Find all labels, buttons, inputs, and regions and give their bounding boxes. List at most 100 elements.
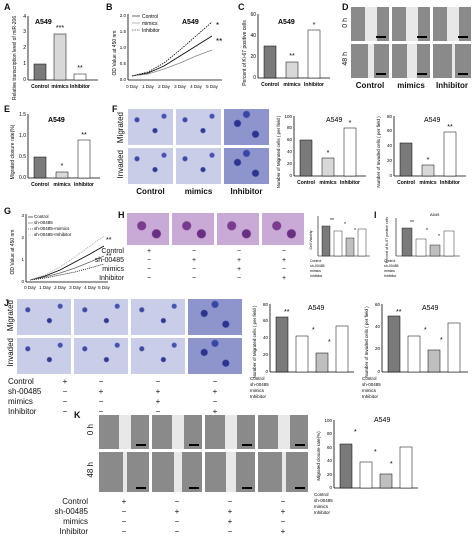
panel-k-ytick-1: 20 <box>327 472 333 477</box>
panel-d-image-48h-mimics <box>391 43 431 79</box>
panel-b-ylabel: OD Value at 450 nm <box>112 31 118 76</box>
panel-j2-row-sh: sh-00485 <box>362 382 381 387</box>
panel-f2-bar-mimics <box>421 164 435 177</box>
panel-h-sig-2: * <box>344 222 346 228</box>
panel-f-invaded-control <box>127 147 174 185</box>
panel-b-ytick-0: 0.0 <box>120 77 127 82</box>
panel-k-sig-3: * <box>390 461 393 468</box>
panel-d-image-0h-control <box>350 6 390 42</box>
panel-j2-ytick-2: 40 <box>375 324 381 329</box>
panel-f2-xtick-control: Control <box>397 180 415 186</box>
panel-k-row-inhibitor: Inhibitor <box>59 527 88 536</box>
panel-k-sig-1: * <box>354 429 357 436</box>
panel-b-ytick-3: 1.5 <box>120 29 127 34</box>
panel-j-invaded-2 <box>73 337 129 375</box>
panel-j1-sig-1: ** <box>284 309 290 316</box>
panel-b-legend-control: Control <box>142 14 158 20</box>
panel-a-ytick-3: 3 <box>23 29 26 35</box>
panel-k-col-4: − + − + <box>280 497 286 536</box>
panel-e-sig-mimics: * <box>61 163 64 170</box>
panel-a-plot: A549 *** ** Control mimics Inhibitor 0 1… <box>23 14 98 90</box>
panel-j1-ytick-2: 40 <box>263 335 269 340</box>
panel-j-migrated-1 <box>16 298 72 336</box>
panel-e-bar-inhibitor <box>77 139 91 179</box>
panel-b-sig-2: ** <box>216 37 222 46</box>
panel-a-xtick-inhibitor: Inhibitor <box>70 84 90 90</box>
panel-c-xtick-mimics: mimics <box>283 82 300 88</box>
panel-f1-ytick-1: 20 <box>287 161 293 166</box>
panel-e-sig-inhibitor: ** <box>81 132 87 139</box>
panel-j1-row-sh: sh-00485 <box>250 382 269 387</box>
panel-c-bar-mimics <box>285 61 299 79</box>
panel-j1-sig-3: * <box>328 339 331 346</box>
panel-g-xtick-3: 3 Day <box>69 285 82 290</box>
panel-g-ytick-2: 2 <box>21 235 24 240</box>
panel-j1-sig-2: * <box>312 327 315 334</box>
panel-k-image-48h-1 <box>98 451 150 493</box>
panel-c-ytick-3: 60 <box>250 12 256 18</box>
panel-h-image-4 <box>261 212 305 246</box>
panel-j-row-control: Control <box>8 377 34 386</box>
panel-j1-bar-1 <box>275 316 289 373</box>
panel-g-series-0 <box>29 245 105 281</box>
panel-f2-xtick-mimics: mimics <box>419 180 436 186</box>
panel-e-ytick-1: 0.5 <box>19 154 26 160</box>
panel-c-bar-inhibitor <box>307 29 321 79</box>
panel-f2-ylabel: Number of Invaded cells ( per field ) <box>376 116 381 188</box>
panel-j-treatment-labels: Control sh-00485 mimics Inhibitor <box>8 377 41 417</box>
panel-f1-xtick-mimics: mimics <box>319 180 336 186</box>
panel-j1-cell-line: A549 <box>308 305 324 312</box>
panel-g-sig-2: ** <box>106 253 112 260</box>
panel-f2-cell-line: A549 <box>424 117 440 124</box>
panel-a-bar-mimics <box>53 33 67 81</box>
panel-h-image-1 <box>126 212 170 246</box>
panel-d-label-48h: 48 h <box>342 52 349 66</box>
panel-f-xtick-mimics: mimics <box>184 187 213 196</box>
panel-b-series-inhibitor <box>131 21 213 77</box>
panel-j1-ylabel: Number of Migrated cells ( per field ) <box>252 305 257 378</box>
panel-letter-d: D <box>342 2 349 12</box>
panel-i-bar-2 <box>415 238 427 257</box>
panel-k-ytick-0: 0 <box>329 485 332 490</box>
panel-c-ytick-2: 40 <box>250 33 256 39</box>
panel-h-sig-3: * <box>354 228 356 234</box>
panel-b-ytick-2: 1.0 <box>120 45 127 50</box>
panel-b-chart: OD Value at 450 nm A549 Control mimics I… <box>112 13 222 89</box>
panel-f-invaded-inhibitor <box>223 147 270 185</box>
panel-e-cell-line: A549 <box>48 117 65 124</box>
panel-b-legend-mimics: mimics <box>142 21 158 27</box>
panel-e-xtick-control: Control <box>31 182 49 188</box>
panel-j-col-2: − + − − <box>98 377 104 416</box>
panel-j2-bar-4 <box>447 322 461 373</box>
panel-k-image-48h-3 <box>204 451 256 493</box>
panel-k-ytick-3: 60 <box>327 445 333 450</box>
panel-g-xtick-1: 1 Day <box>39 285 52 290</box>
panel-j2-ytick-3: 60 <box>375 302 381 307</box>
panel-j2-ylabel: Number of Invaded cells ( per field ) <box>364 306 369 378</box>
panel-h-ylabel: Cell Viability <box>309 230 313 249</box>
panel-letter-g: G <box>4 206 12 216</box>
panel-h-col-4: − + − + <box>281 248 287 282</box>
panel-i-row-mimics: mimics <box>384 269 395 273</box>
panel-a-ylabel: Relative transcription level of miR-206 <box>12 16 18 100</box>
panel-i-ylabel: Percent of Ki-67 positive cells <box>385 217 389 263</box>
panel-f1-sig-mimics: * <box>327 150 330 157</box>
panel-f1-xtick-inhibitor: Inhibitor <box>340 180 360 186</box>
panel-j-label-invaded: Invaded <box>6 338 15 367</box>
panel-d-image-0h-inhibitor <box>432 6 472 42</box>
panel-h-row-sh: sh-00485 <box>94 257 124 264</box>
panel-a-ytick-1: 1 <box>23 61 26 67</box>
panel-e-chart: Migrated closure rate(%) A549 * ** Contr… <box>10 112 100 188</box>
panel-e-ytick-3: 1.5 <box>19 112 26 118</box>
panel-a-chart: Relative transcription level of miR-206 … <box>12 14 98 100</box>
panel-j-migrated-3 <box>130 298 186 336</box>
panel-i-bar-3 <box>429 244 441 257</box>
panel-f-label-migrated: Migrated <box>116 112 125 144</box>
panel-j2-row-inhibitor: Inhibitor <box>362 394 379 399</box>
panel-f2-ytick-1: 20 <box>387 158 393 163</box>
panel-k-row-sh: sh-00485 <box>314 498 333 503</box>
panel-i-chart: A549 Percent of Ki-67 positive cells ** … <box>384 212 460 278</box>
panel-f1-chart: Number of Migrated cells ( per field ) A… <box>276 114 366 188</box>
panel-g-series-1 <box>29 255 105 281</box>
panel-k-ytick-4: 80 <box>327 431 333 436</box>
